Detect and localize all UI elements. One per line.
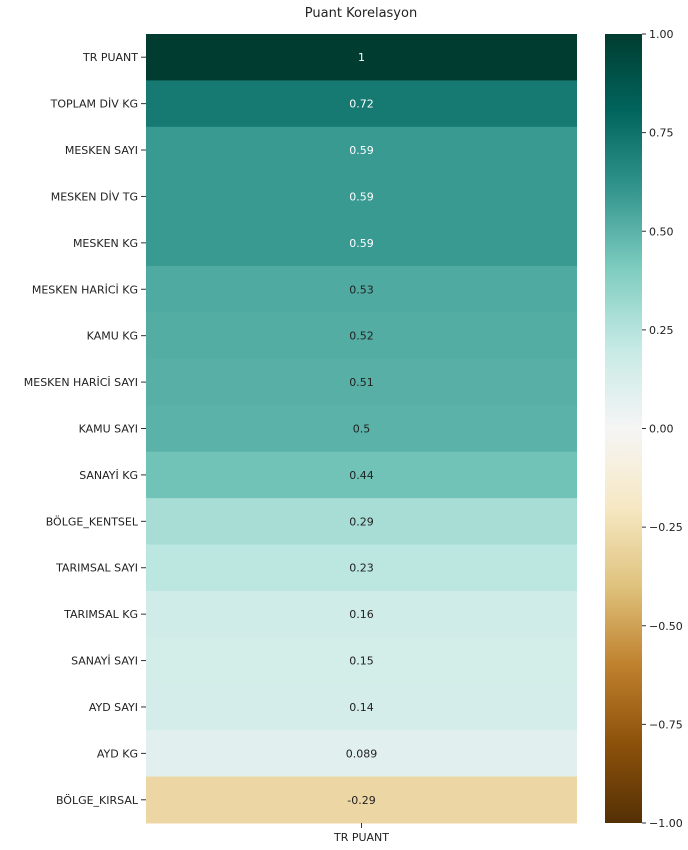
row-tick-label: AYD SAYI: [89, 701, 138, 714]
row-tick-label: AYD KG: [97, 747, 138, 760]
row-tick-label: BÖLGE_KIRSAL: [56, 794, 139, 807]
row-tick-label: KAMU KG: [87, 330, 138, 343]
row-tick-label: TOPLAM DİV KG: [50, 98, 138, 111]
cell-value-label: 1: [358, 51, 365, 64]
row-tick-label: SANAYİ SAYI: [71, 655, 138, 668]
row-tick-label: MESKEN DİV TG: [51, 190, 138, 203]
colorbar-gradient: [605, 34, 642, 823]
cell-value-label: 0.089: [346, 747, 378, 760]
heatmap-cells: 1 0.72 0.59 0.59 0.59 0.53 0.52 0.51 0.5 0.44 0.29…: [146, 34, 577, 824]
row-tick-label: TARIMSAL KG: [63, 608, 138, 621]
row-tick-label: MESKEN HARİCİ SAYI: [24, 376, 138, 389]
row-tick-label: SANAYİ KG: [79, 469, 138, 482]
cell-value-label: 0.14: [349, 701, 374, 714]
column-tick-labels: TR PUANT: [333, 823, 389, 844]
row-tick-labels: TR PUANT TOPLAM DİV KG MESKEN SAYI MESKEN D…: [24, 51, 146, 807]
row-tick-label: MESKEN HARİCİ KG: [32, 283, 138, 296]
cell-value-label: 0.72: [349, 98, 374, 111]
cell-value-label: 0.29: [349, 515, 374, 528]
colorbar: 1.00 0.75 0.50 0.25 0.00 −0.25 −0.50 −0.75 −1.00: [605, 28, 683, 830]
cell-value-label: 0.16: [349, 608, 374, 621]
row-tick-label: TARIMSAL SAYI: [55, 562, 138, 575]
cell-value-label: 0.53: [349, 283, 374, 296]
cell-value-label: 0.52: [349, 330, 374, 343]
colorbar-tick-label: 0.75: [649, 127, 674, 140]
colorbar-tick-label: −0.25: [649, 521, 683, 534]
colorbar-tick-label: −0.75: [649, 718, 683, 731]
colorbar-tick-label: −0.50: [649, 620, 683, 633]
row-tick-label: MESKEN KG: [73, 237, 138, 250]
row-tick-label: MESKEN SAYI: [65, 144, 138, 157]
cell-value-label: 0.5: [353, 423, 371, 436]
cell-value-label: 0.44: [349, 469, 374, 482]
cell-value-label: 0.51: [349, 376, 374, 389]
row-tick-label: BÖLGE_KENTSEL: [46, 515, 139, 528]
cell-value-label: -0.29: [347, 794, 375, 807]
colorbar-tick-label: 0.00: [649, 423, 674, 436]
colorbar-tick-label: −1.00: [649, 817, 683, 830]
cell-value-label: 0.15: [349, 655, 374, 668]
cell-value-label: 0.23: [349, 562, 374, 575]
colorbar-tick-label: 0.50: [649, 225, 674, 238]
cell-value-label: 0.59: [349, 237, 374, 250]
cell-value-label: 0.59: [349, 144, 374, 157]
colorbar-tick-label: 1.00: [649, 28, 674, 41]
chart-title: Puant Korelasyon: [305, 6, 417, 21]
row-tick-label: KAMU SAYI: [79, 423, 138, 436]
row-tick-label: TR PUANT: [82, 51, 138, 64]
cell-value-label: 0.59: [349, 190, 374, 203]
column-tick-label: TR PUANT: [333, 831, 389, 844]
colorbar-tick-label: 0.25: [649, 324, 674, 337]
